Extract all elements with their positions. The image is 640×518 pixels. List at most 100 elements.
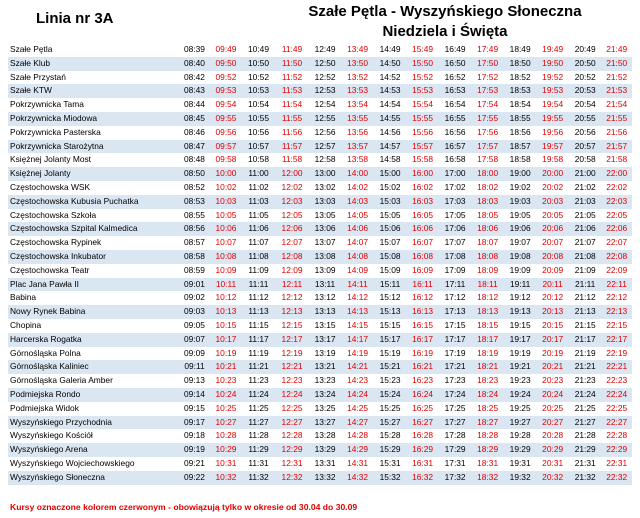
departure-time: 16:50 xyxy=(438,56,472,71)
seasonal-departure-time: 18:06 xyxy=(471,222,504,237)
seasonal-departure-time: 14:03 xyxy=(341,194,374,209)
departure-time: 21:25 xyxy=(568,401,602,416)
departure-time: 18:54 xyxy=(503,98,537,112)
seasonal-departure-time: 16:12 xyxy=(406,291,439,306)
stop-name: Szałe Przystań xyxy=(8,70,179,85)
seasonal-departure-time: 10:07 xyxy=(210,236,242,250)
table-row: Harcerska Rogatka 09:07 10:17 11:17 12:17 13:… xyxy=(8,332,632,347)
departure-time: 14:52 xyxy=(373,70,407,85)
seasonal-departure-time: 20:32 xyxy=(536,470,569,485)
departure-time: 21:07 xyxy=(568,236,602,250)
departure-time: 21:31 xyxy=(568,456,602,471)
departure-time: 17:24 xyxy=(438,387,472,402)
seasonal-departure-time: 09:53 xyxy=(210,84,242,99)
table-row: Pokrzywnicka Tama 08:44 09:54 10:54 11:54 12:… xyxy=(8,98,632,112)
seasonal-departure-time: 09:49 xyxy=(210,43,242,57)
departure-time: 18:57 xyxy=(503,139,537,154)
departure-time: 10:55 xyxy=(241,111,276,126)
departure-time: 13:17 xyxy=(308,332,342,347)
seasonal-departure-time: 20:25 xyxy=(536,401,569,416)
seasonal-departure-time: 15:55 xyxy=(406,111,439,126)
table-row: Górnośląska Kaliniec 09:11 10:21 11:21 12:21… xyxy=(8,360,632,375)
departure-time: 19:12 xyxy=(503,291,537,306)
seasonal-departure-time: 11:57 xyxy=(275,139,309,154)
departure-time: 09:18 xyxy=(178,429,211,444)
seasonal-departure-time: 22:08 xyxy=(601,249,632,264)
departure-time: 19:06 xyxy=(503,222,537,237)
departure-time: 21:11 xyxy=(568,277,602,292)
departure-time: 15:05 xyxy=(373,208,407,223)
seasonal-departure-time: 10:24 xyxy=(210,387,242,402)
seasonal-departure-time: 18:07 xyxy=(471,236,504,250)
seasonal-departure-time: 19:49 xyxy=(536,43,569,57)
table-row: Plac Jana Pawła II 09:01 10:11 11:11 12:11 13… xyxy=(8,277,632,292)
departure-time: 18:58 xyxy=(503,153,537,168)
seasonal-departure-time: 14:32 xyxy=(341,470,374,485)
stop-name: Podmiejska Widok xyxy=(8,401,179,416)
seasonal-departure-time: 11:58 xyxy=(275,153,309,168)
departure-time: 13:00 xyxy=(308,167,342,181)
departure-time: 14:57 xyxy=(373,139,407,154)
seasonal-departure-time: 18:03 xyxy=(471,194,504,209)
seasonal-departure-time: 17:55 xyxy=(471,111,504,126)
seasonal-departure-time: 20:12 xyxy=(536,291,569,306)
departure-time: 13:29 xyxy=(308,443,342,457)
seasonal-departure-time: 16:06 xyxy=(406,222,439,237)
stop-name: Częstochowska Szpital Kalmedica xyxy=(8,222,179,237)
seasonal-departure-time: 12:12 xyxy=(275,291,309,306)
seasonal-departure-time: 10:31 xyxy=(210,456,242,471)
seasonal-departure-time: 14:21 xyxy=(341,360,374,375)
seasonal-departure-time: 14:17 xyxy=(341,332,374,347)
seasonal-departure-time: 10:13 xyxy=(210,305,242,319)
departure-time: 21:28 xyxy=(568,429,602,444)
departure-time: 20:49 xyxy=(568,43,602,57)
departure-time: 19:28 xyxy=(503,429,537,444)
seasonal-departure-time: 22:05 xyxy=(601,208,632,223)
departure-time: 17:19 xyxy=(438,346,472,361)
seasonal-departure-time: 22:09 xyxy=(601,263,632,278)
stop-name: Częstochowska Szkoła xyxy=(8,208,179,223)
departure-time: 19:08 xyxy=(503,249,537,264)
departure-time: 17:08 xyxy=(438,249,472,264)
departure-time: 15:12 xyxy=(373,291,407,306)
table-row: Częstochowska Inkubator 08:58 10:08 11:08 12… xyxy=(8,249,632,264)
departure-time: 13:23 xyxy=(308,374,342,388)
departure-time: 15:25 xyxy=(373,401,407,416)
seasonal-departure-time: 13:49 xyxy=(341,43,374,57)
departure-time: 15:28 xyxy=(373,429,407,444)
table-row: Górnośląska Galeria Amber 09:13 10:23 11:23… xyxy=(8,374,632,388)
departure-time: 08:55 xyxy=(178,208,211,223)
seasonal-departure-time: 22:07 xyxy=(601,236,632,250)
departure-time: 13:21 xyxy=(308,360,342,375)
seasonal-departure-time: 20:31 xyxy=(536,456,569,471)
departure-time: 21:08 xyxy=(568,249,602,264)
departure-time: 10:53 xyxy=(241,84,276,99)
departure-time: 21:21 xyxy=(568,360,602,375)
departure-time: 12:56 xyxy=(308,125,342,140)
seasonal-departure-time: 18:08 xyxy=(471,249,504,264)
seasonal-departure-time: 10:08 xyxy=(210,249,242,264)
seasonal-departure-time: 22:21 xyxy=(601,360,632,375)
seasonal-departure-time: 14:25 xyxy=(341,401,374,416)
departure-time: 17:00 xyxy=(438,167,472,181)
seasonal-departure-time: 12:24 xyxy=(275,387,309,402)
departure-time: 19:23 xyxy=(503,374,537,388)
seasonal-departure-time: 13:53 xyxy=(341,84,374,99)
seasonal-departure-time: 18:19 xyxy=(471,346,504,361)
departure-time: 21:09 xyxy=(568,263,602,278)
table-row: Wyszyńskiego Kościół 09:18 10:28 11:28 12:28… xyxy=(8,429,632,444)
departure-time: 17:09 xyxy=(438,263,472,278)
seasonal-departure-time: 12:13 xyxy=(275,305,309,319)
departure-time: 21:19 xyxy=(568,346,602,361)
departure-time: 11:07 xyxy=(241,236,276,250)
departure-time: 17:02 xyxy=(438,180,472,195)
seasonal-departure-time: 15:54 xyxy=(406,98,439,112)
departure-time: 21:29 xyxy=(568,443,602,457)
departure-time: 08:47 xyxy=(178,139,211,154)
seasonal-departure-time: 20:02 xyxy=(536,180,569,195)
seasonal-departure-time: 22:00 xyxy=(601,167,632,181)
departure-time: 20:58 xyxy=(568,153,602,168)
seasonal-departure-time: 16:24 xyxy=(406,387,439,402)
seasonal-departure-time: 10:09 xyxy=(210,263,242,278)
departure-time: 21:15 xyxy=(568,318,602,333)
